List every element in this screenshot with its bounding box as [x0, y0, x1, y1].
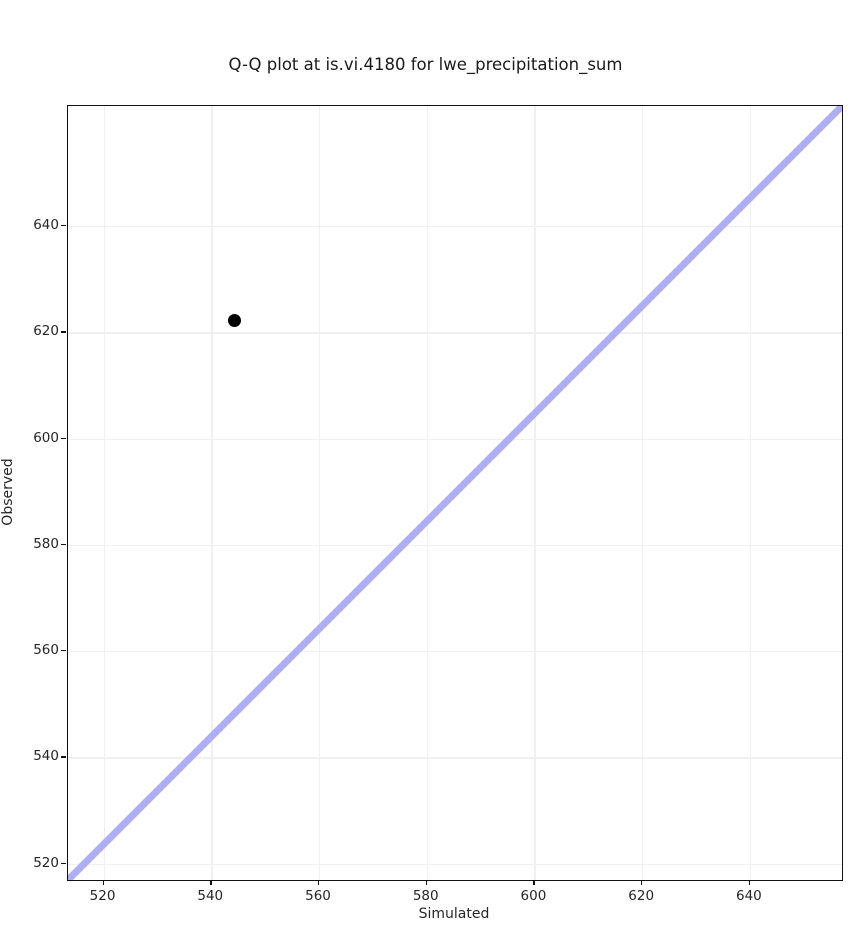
y-axis-label: Observed: [0, 458, 16, 526]
y-axis-tick: [61, 862, 66, 864]
gridline-vertical: [319, 106, 321, 880]
y-axis-tick: [61, 437, 66, 439]
gridline-horizontal: [68, 438, 842, 440]
x-axis-tick-label: 560: [305, 888, 331, 904]
gridline-horizontal: [68, 544, 842, 547]
gridline-vertical: [749, 106, 752, 880]
gridline-vertical: [534, 106, 536, 880]
y-axis-tick: [61, 756, 66, 758]
y-axis-tick: [61, 225, 66, 227]
gridline-vertical: [426, 106, 429, 880]
y-axis-tick-label: 540: [33, 748, 59, 765]
x-axis-tick: [318, 880, 320, 885]
gridline-horizontal: [68, 332, 842, 334]
y-axis-tick-label: 520: [33, 854, 59, 871]
y-axis-tick-label: 580: [33, 535, 59, 552]
y-axis-tick: [61, 543, 66, 546]
x-axis-tick-label: 540: [197, 888, 224, 904]
x-axis-tick: [641, 880, 643, 885]
gridline-horizontal: [68, 226, 842, 228]
x-axis-tick-label: 640: [736, 888, 762, 904]
x-axis-tick-label: 620: [628, 888, 655, 904]
y-axis-tick-label: 560: [33, 642, 59, 659]
gridline-horizontal: [68, 757, 842, 759]
plot-axes: [67, 105, 843, 881]
x-axis-tick-label: 600: [520, 888, 547, 904]
plot-area: [68, 106, 842, 880]
y-axis-tick: [61, 650, 66, 652]
data-point: [227, 313, 241, 327]
x-axis-tick-label: 520: [89, 888, 116, 904]
y-axis-tick-label: 640: [33, 217, 59, 234]
y-axis-tick: [61, 331, 66, 333]
identity-line: [68, 106, 842, 880]
x-axis-tick: [210, 880, 212, 885]
gridline-vertical: [103, 106, 105, 880]
gridline-horizontal: [68, 863, 842, 865]
x-axis-tick-label: 580: [412, 888, 439, 904]
gridline-vertical: [642, 106, 644, 880]
y-axis-tick-label: 620: [33, 323, 59, 340]
x-axis-label: Simulated: [418, 906, 490, 922]
x-axis-tick: [748, 880, 751, 885]
y-axis-tick-label: 600: [33, 429, 59, 446]
gridline-vertical: [211, 106, 213, 880]
chart-title-line-1: Q-Q plot at is.vi.4180 for lwe_precipita…: [228, 55, 623, 74]
x-axis-tick: [425, 880, 428, 885]
gridline-horizontal: [68, 651, 842, 653]
x-axis-tick: [102, 880, 104, 885]
x-axis-tick: [533, 880, 535, 885]
